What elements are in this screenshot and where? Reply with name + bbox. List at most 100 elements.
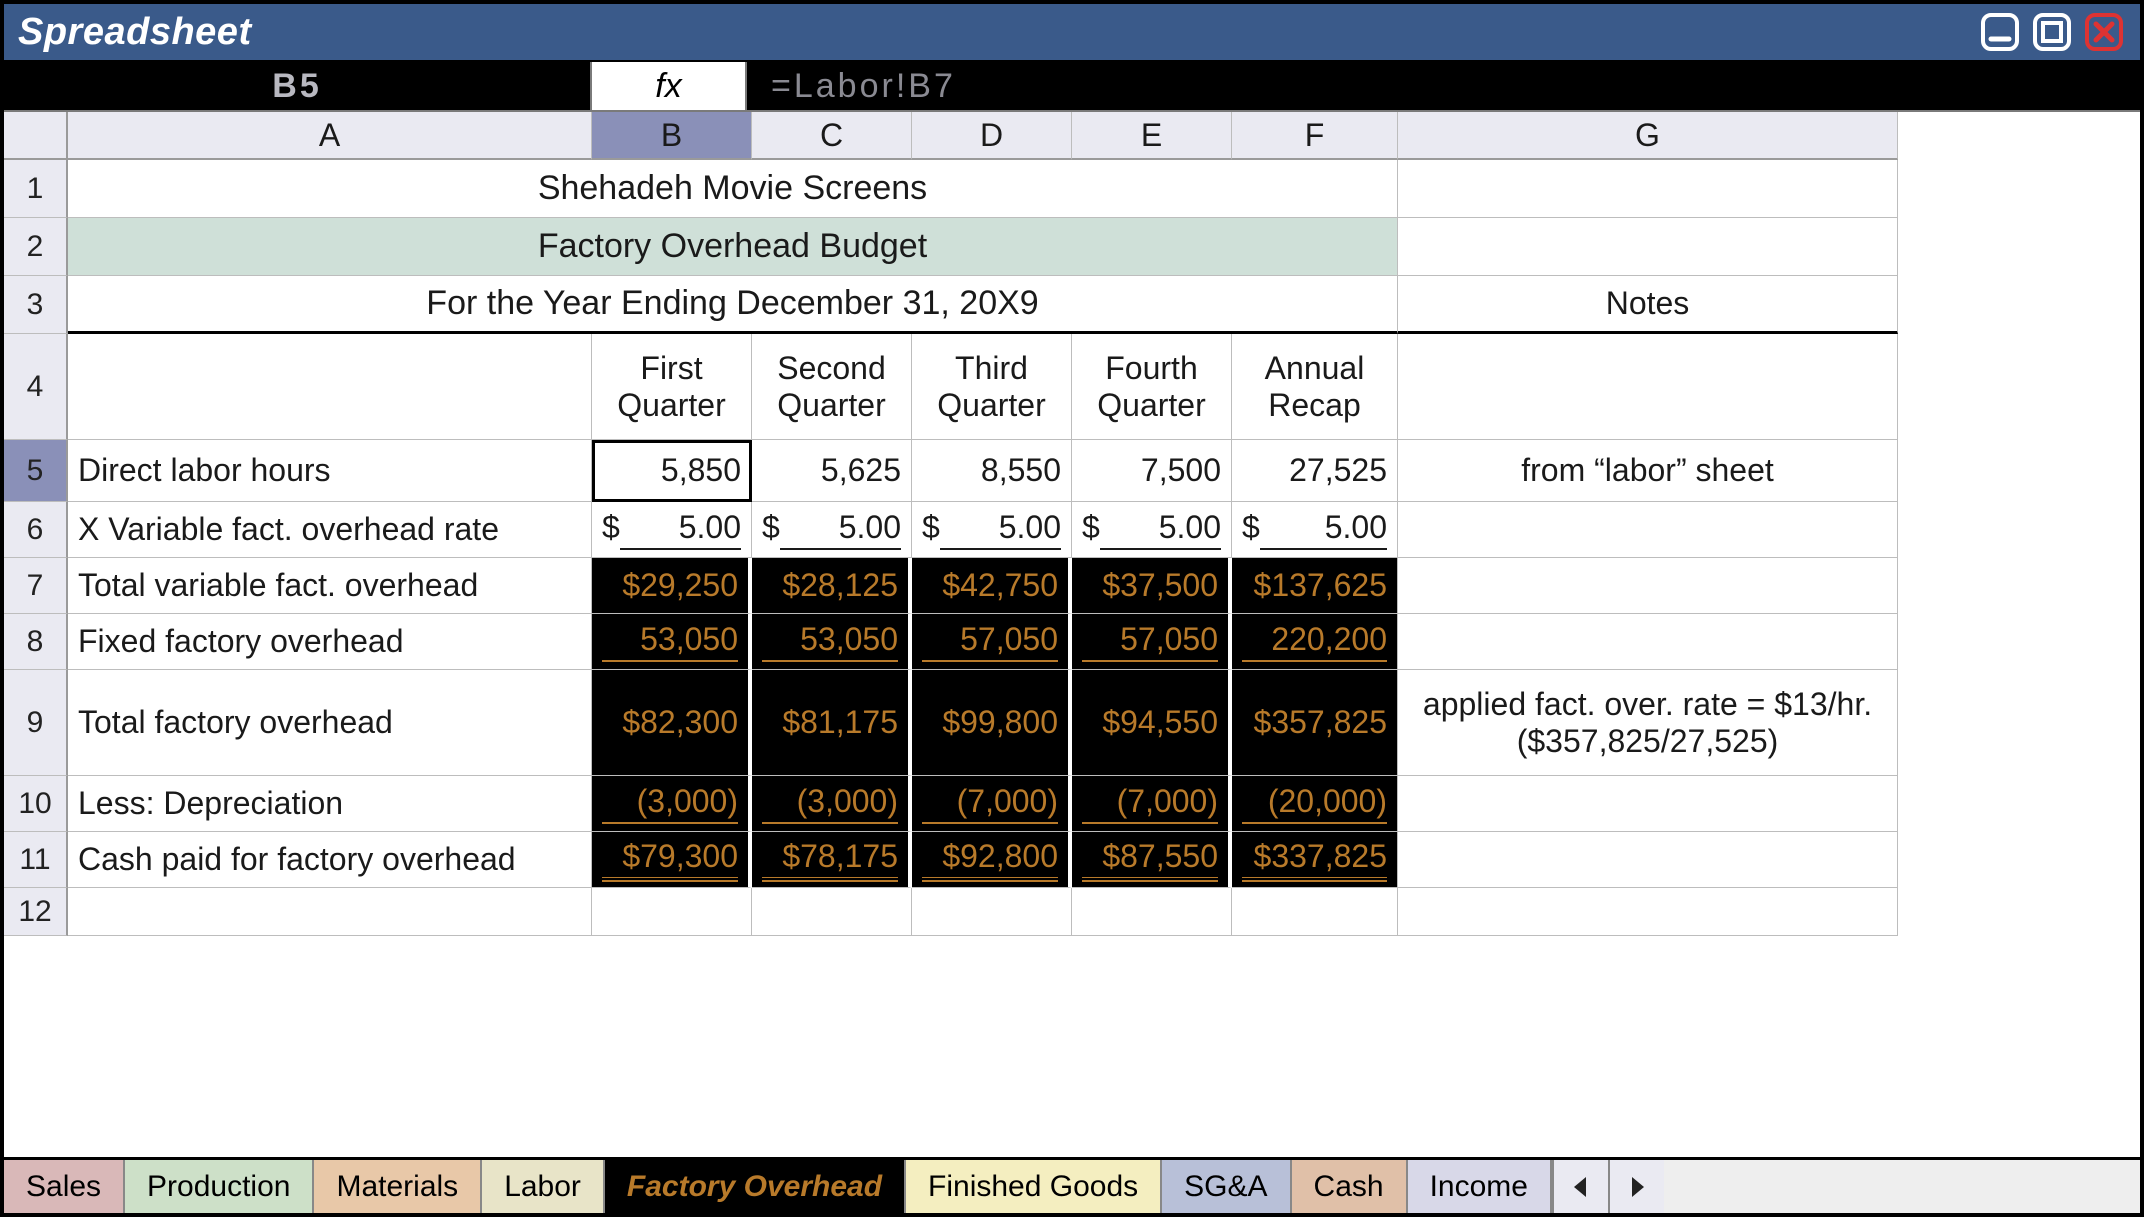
cell-G6[interactable]: [1398, 502, 1898, 558]
cell-E10[interactable]: (7,000): [1072, 776, 1232, 832]
row-header-12[interactable]: 12: [4, 888, 68, 936]
spreadsheet-grid[interactable]: A B C D E F G 1 Shehadeh Movie Screens 2…: [4, 112, 2140, 1157]
cell-hdr-q3[interactable]: Third Quarter: [912, 334, 1072, 440]
cell-F6[interactable]: $5.00: [1232, 502, 1398, 558]
cell-D11[interactable]: $92,800: [912, 832, 1072, 888]
cell-A4[interactable]: [68, 334, 592, 440]
row-header-11[interactable]: 11: [4, 832, 68, 888]
row-header-2[interactable]: 2: [4, 218, 68, 276]
col-header-E[interactable]: E: [1072, 112, 1232, 160]
cell-C9[interactable]: $81,175: [752, 670, 912, 776]
cell-E5[interactable]: 7,500: [1072, 440, 1232, 502]
cell-G12[interactable]: [1398, 888, 1898, 936]
row-header-8[interactable]: 8: [4, 614, 68, 670]
cell-hdr-recap[interactable]: Annual Recap: [1232, 334, 1398, 440]
tab-income[interactable]: Income: [1408, 1160, 1552, 1213]
minimize-button[interactable]: [1978, 10, 2022, 54]
cell-hdr-q1[interactable]: First Quarter: [592, 334, 752, 440]
cell-C12[interactable]: [752, 888, 912, 936]
cell-F11[interactable]: $337,825: [1232, 832, 1398, 888]
col-header-B[interactable]: B: [592, 112, 752, 160]
cell-E9[interactable]: $94,550: [1072, 670, 1232, 776]
maximize-button[interactable]: [2030, 10, 2074, 54]
cell-C10[interactable]: (3,000): [752, 776, 912, 832]
cell-A7[interactable]: Total variable fact. overhead: [68, 558, 592, 614]
tab-production[interactable]: Production: [125, 1160, 314, 1213]
cell-F5[interactable]: 27,525: [1232, 440, 1398, 502]
cell-G10[interactable]: [1398, 776, 1898, 832]
select-all-corner[interactable]: [4, 112, 68, 160]
cell-F7[interactable]: $137,625: [1232, 558, 1398, 614]
cell-A10[interactable]: Less: Depreciation: [68, 776, 592, 832]
cell-C6[interactable]: $5.00: [752, 502, 912, 558]
cell-F8[interactable]: 220,200: [1232, 614, 1398, 670]
cell-A5[interactable]: Direct labor hours: [68, 440, 592, 502]
close-button[interactable]: [2082, 10, 2126, 54]
cell-A6[interactable]: X Variable fact. overhead rate: [68, 502, 592, 558]
cell-G5[interactable]: from “labor” sheet: [1398, 440, 1898, 502]
cell-D9[interactable]: $99,800: [912, 670, 1072, 776]
row-header-3[interactable]: 3: [4, 276, 68, 334]
cell-B11[interactable]: $79,300: [592, 832, 752, 888]
cell-A11[interactable]: Cash paid for factory overhead: [68, 832, 592, 888]
cell-D5[interactable]: 8,550: [912, 440, 1072, 502]
col-header-C[interactable]: C: [752, 112, 912, 160]
cell-G11[interactable]: [1398, 832, 1898, 888]
cell-B10[interactable]: (3,000): [592, 776, 752, 832]
row-header-7[interactable]: 7: [4, 558, 68, 614]
cell-A12[interactable]: [68, 888, 592, 936]
cell-F12[interactable]: [1232, 888, 1398, 936]
cell-F9[interactable]: $357,825: [1232, 670, 1398, 776]
cell-D8[interactable]: 57,050: [912, 614, 1072, 670]
cell-reference-box[interactable]: B5: [4, 62, 592, 110]
cell-A8[interactable]: Fixed factory overhead: [68, 614, 592, 670]
cell-E7[interactable]: $37,500: [1072, 558, 1232, 614]
tab-factory-overhead[interactable]: Factory Overhead: [605, 1160, 906, 1213]
cell-C7[interactable]: $28,125: [752, 558, 912, 614]
row-header-1[interactable]: 1: [4, 160, 68, 218]
tab-sga[interactable]: SG&A: [1162, 1160, 1291, 1213]
cell-E12[interactable]: [1072, 888, 1232, 936]
cell-G8[interactable]: [1398, 614, 1898, 670]
cell-B5[interactable]: 5,850: [592, 440, 752, 502]
cell-B8[interactable]: 53,050: [592, 614, 752, 670]
tab-materials[interactable]: Materials: [314, 1160, 482, 1213]
col-header-D[interactable]: D: [912, 112, 1072, 160]
row-header-6[interactable]: 6: [4, 502, 68, 558]
cell-title-period[interactable]: For the Year Ending December 31, 20X9: [68, 276, 1398, 334]
cell-C11[interactable]: $78,175: [752, 832, 912, 888]
cell-B7[interactable]: $29,250: [592, 558, 752, 614]
cell-G4[interactable]: [1398, 334, 1898, 440]
cell-hdr-q2[interactable]: Second Quarter: [752, 334, 912, 440]
tab-cash[interactable]: Cash: [1292, 1160, 1408, 1213]
row-header-5[interactable]: 5: [4, 440, 68, 502]
cell-B9[interactable]: $82,300: [592, 670, 752, 776]
cell-D6[interactable]: $5.00: [912, 502, 1072, 558]
cell-G1[interactable]: [1398, 160, 1898, 218]
row-header-9[interactable]: 9: [4, 670, 68, 776]
cell-E11[interactable]: $87,550: [1072, 832, 1232, 888]
cell-hdr-q4[interactable]: Fourth Quarter: [1072, 334, 1232, 440]
cell-C8[interactable]: 53,050: [752, 614, 912, 670]
cell-B12[interactable]: [592, 888, 752, 936]
cell-G2[interactable]: [1398, 218, 1898, 276]
tab-scroll-left[interactable]: [1552, 1160, 1608, 1213]
tab-labor[interactable]: Labor: [482, 1160, 605, 1213]
tab-sales[interactable]: Sales: [4, 1160, 125, 1213]
cell-G9[interactable]: applied fact. over. rate = $13/hr. ($357…: [1398, 670, 1898, 776]
cell-title-budget[interactable]: Factory Overhead Budget: [68, 218, 1398, 276]
row-header-10[interactable]: 10: [4, 776, 68, 832]
cell-notes-header[interactable]: Notes: [1398, 276, 1898, 334]
tab-finished-goods[interactable]: Finished Goods: [906, 1160, 1162, 1213]
cell-C5[interactable]: 5,625: [752, 440, 912, 502]
row-header-4[interactable]: 4: [4, 334, 68, 440]
col-header-F[interactable]: F: [1232, 112, 1398, 160]
cell-E8[interactable]: 57,050: [1072, 614, 1232, 670]
cell-B6[interactable]: $5.00: [592, 502, 752, 558]
cell-D7[interactable]: $42,750: [912, 558, 1072, 614]
cell-title-company[interactable]: Shehadeh Movie Screens: [68, 160, 1398, 218]
cell-D10[interactable]: (7,000): [912, 776, 1072, 832]
cell-D12[interactable]: [912, 888, 1072, 936]
cell-G7[interactable]: [1398, 558, 1898, 614]
fx-label[interactable]: fx: [592, 62, 747, 110]
